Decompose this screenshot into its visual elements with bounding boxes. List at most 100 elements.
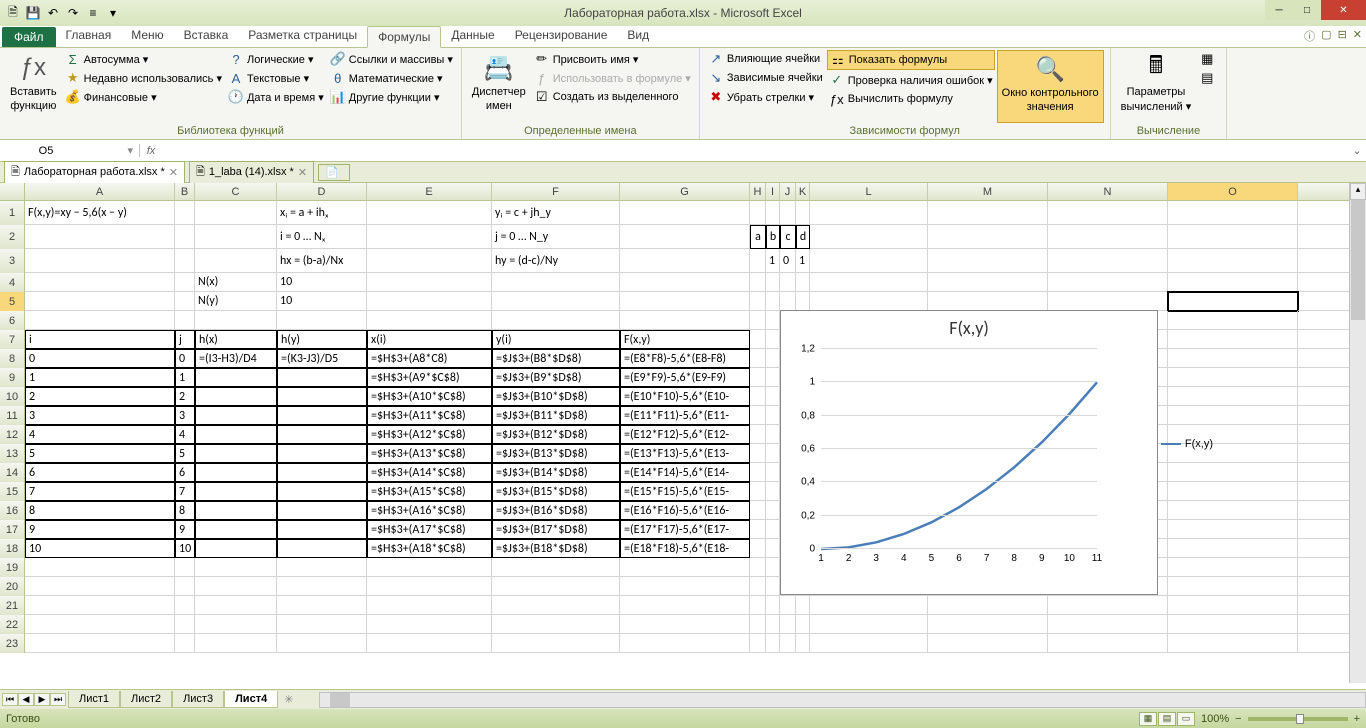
ribbon-small-button[interactable]: 💰Финансовые ▾: [63, 88, 224, 106]
row-header[interactable]: 16: [0, 501, 25, 520]
cell[interactable]: [766, 463, 780, 482]
cell[interactable]: [195, 311, 277, 330]
cell[interactable]: [750, 501, 766, 520]
scroll-up-button[interactable]: ▴: [1350, 183, 1366, 200]
cell[interactable]: [620, 292, 750, 311]
cell[interactable]: [195, 539, 277, 558]
row-header[interactable]: 18: [0, 539, 25, 558]
column-header[interactable]: L: [810, 183, 928, 200]
cell[interactable]: 2: [25, 387, 175, 406]
cell[interactable]: [277, 501, 367, 520]
cell[interactable]: [492, 596, 620, 615]
cell[interactable]: [750, 387, 766, 406]
cell[interactable]: [1168, 615, 1298, 634]
ribbon-small-button[interactable]: ⚏Показать формулы: [827, 50, 995, 70]
cell[interactable]: [1298, 225, 1353, 249]
cell[interactable]: [780, 596, 796, 615]
cell[interactable]: i = 0 … Nₓ: [277, 225, 367, 249]
cell[interactable]: [796, 596, 810, 615]
cell[interactable]: 5: [25, 444, 175, 463]
row-header[interactable]: 11: [0, 406, 25, 425]
cell[interactable]: [1298, 482, 1353, 501]
row-header[interactable]: 20: [0, 577, 25, 596]
qat-button-4[interactable]: ≡: [84, 4, 102, 22]
cell[interactable]: [367, 311, 492, 330]
cell[interactable]: 8: [175, 501, 195, 520]
cell[interactable]: =(E8*F8)-5,6*(E8-F8): [620, 349, 750, 368]
cell[interactable]: [175, 249, 195, 273]
column-header[interactable]: J: [780, 183, 796, 200]
cell[interactable]: [1298, 425, 1353, 444]
cell[interactable]: =$J$3+(B9*$D$8): [492, 368, 620, 387]
cell[interactable]: [1168, 249, 1298, 273]
cell[interactable]: [750, 520, 766, 539]
cell[interactable]: [175, 558, 195, 577]
cell[interactable]: [175, 225, 195, 249]
cell[interactable]: [277, 558, 367, 577]
ribbon-tab[interactable]: Формулы: [367, 26, 441, 48]
cell[interactable]: [766, 387, 780, 406]
cell[interactable]: [1298, 634, 1353, 653]
cell[interactable]: =$H$3+(A13*$C$8): [367, 444, 492, 463]
cell[interactable]: [928, 615, 1048, 634]
cell[interactable]: [620, 201, 750, 225]
cell[interactable]: [1048, 292, 1168, 311]
cell[interactable]: [796, 201, 810, 225]
cell[interactable]: =(E11*F11)-5,6*(E11-: [620, 406, 750, 425]
cell[interactable]: [766, 273, 780, 292]
cell[interactable]: h(y): [277, 330, 367, 349]
cell[interactable]: =$J$3+(B10*$D$8): [492, 387, 620, 406]
cell[interactable]: [25, 596, 175, 615]
cell[interactable]: [810, 596, 928, 615]
cell[interactable]: [1298, 539, 1353, 558]
cell[interactable]: [195, 615, 277, 634]
cell[interactable]: [277, 387, 367, 406]
cell[interactable]: [1168, 501, 1298, 520]
cell[interactable]: [25, 634, 175, 653]
cell[interactable]: [928, 634, 1048, 653]
ribbon-tab[interactable]: Рецензирование: [505, 25, 618, 47]
cell[interactable]: N(y): [195, 292, 277, 311]
cell[interactable]: [750, 311, 766, 330]
cell[interactable]: 0: [175, 349, 195, 368]
maximize-button[interactable]: □: [1293, 0, 1321, 20]
cell[interactable]: [492, 558, 620, 577]
cell[interactable]: [277, 311, 367, 330]
qat-button-0[interactable]: 🗎: [4, 4, 22, 22]
cell[interactable]: [1168, 406, 1298, 425]
ribbon-small-button[interactable]: ƒИспользовать в формуле ▾: [532, 69, 693, 87]
column-header[interactable]: D: [277, 183, 367, 200]
cell[interactable]: 3: [175, 406, 195, 425]
sheet-nav-button[interactable]: ◀: [18, 693, 34, 706]
cell[interactable]: a: [750, 225, 766, 249]
cell[interactable]: 10: [277, 292, 367, 311]
cell[interactable]: N(x): [195, 273, 277, 292]
cell[interactable]: [277, 577, 367, 596]
cell[interactable]: [1048, 596, 1168, 615]
cell[interactable]: [750, 615, 766, 634]
cell[interactable]: [620, 596, 750, 615]
cell[interactable]: [1168, 482, 1298, 501]
cell[interactable]: =(E17*F17)-5,6*(E17-: [620, 520, 750, 539]
cell[interactable]: [1168, 596, 1298, 615]
ribbon-small-button[interactable]: ?Логические ▾: [226, 50, 326, 68]
cell[interactable]: [750, 201, 766, 225]
sheet-tab[interactable]: Лист2: [120, 691, 172, 708]
cell[interactable]: [810, 292, 928, 311]
sheet-nav-button[interactable]: ⏮: [2, 693, 18, 706]
cell[interactable]: [780, 273, 796, 292]
name-box-input[interactable]: [6, 145, 86, 157]
cell[interactable]: [195, 596, 277, 615]
cell[interactable]: [1168, 463, 1298, 482]
column-header[interactable]: [1298, 183, 1353, 200]
cell[interactable]: [1298, 311, 1353, 330]
cell[interactable]: [195, 482, 277, 501]
cell[interactable]: [766, 482, 780, 501]
cell[interactable]: [367, 201, 492, 225]
cell[interactable]: [810, 634, 928, 653]
row-header[interactable]: 17: [0, 520, 25, 539]
cell[interactable]: b: [766, 225, 780, 249]
cell[interactable]: =$H$3+(A14*$C$8): [367, 463, 492, 482]
minimize-button[interactable]: ─: [1265, 0, 1293, 20]
qat-button-2[interactable]: ↶: [44, 4, 62, 22]
